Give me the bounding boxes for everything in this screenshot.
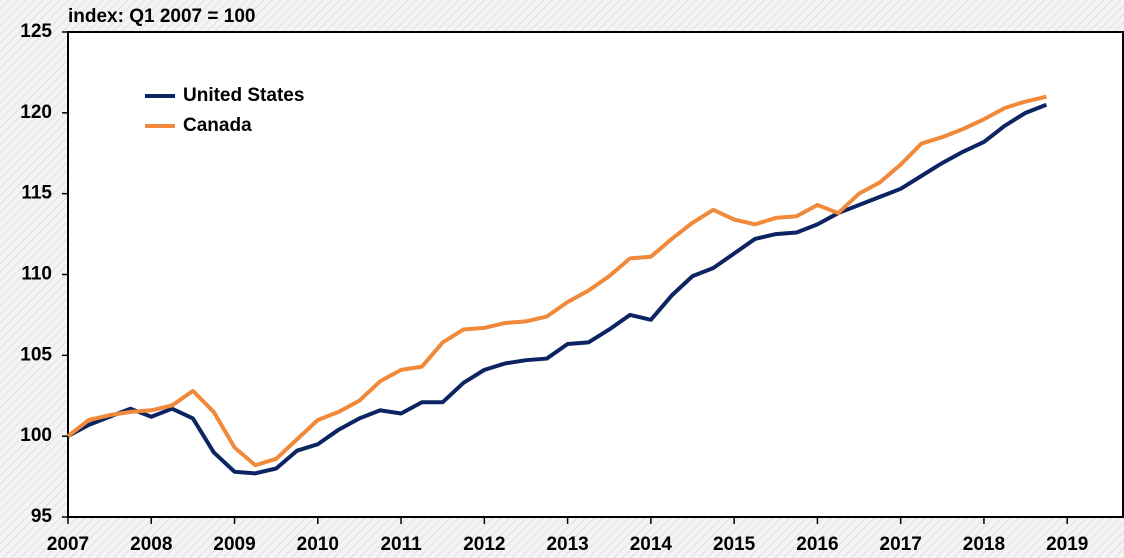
- y-tick-label: 95: [31, 506, 53, 527]
- y-tick-label: 115: [21, 183, 52, 204]
- x-tick-label: 2012: [463, 534, 505, 555]
- y-tick-label: 125: [20, 21, 52, 42]
- line: [66, 94, 1047, 468]
- x-tick-label: 2017: [880, 534, 922, 555]
- y-tick-label: 105: [20, 344, 52, 365]
- legend-label: Canada: [183, 115, 252, 136]
- x-tick-label: 2009: [213, 534, 255, 555]
- x-tick-label: 2014: [630, 534, 673, 555]
- x-tick-label: 2013: [546, 534, 588, 555]
- y-tick-label: 110: [21, 264, 52, 285]
- x-tick-label: 2007: [47, 534, 89, 555]
- x-tick-label: 2010: [297, 534, 339, 555]
- x-tick-label: 2008: [130, 534, 172, 555]
- legend-label: United States: [183, 85, 304, 106]
- line: [67, 102, 1048, 476]
- plot-area: [67, 31, 1124, 518]
- x-tick-label: 2015: [713, 534, 756, 555]
- y-tick-label: 100: [20, 425, 52, 446]
- x-tick-label: 2019: [1046, 534, 1088, 555]
- chart-title: index: Q1 2007 = 100: [68, 6, 255, 27]
- y-tick-label: 120: [20, 102, 52, 123]
- x-tick-label: 2011: [380, 534, 422, 555]
- x-tick-label: 2016: [796, 534, 838, 555]
- x-tick-label: 2018: [963, 534, 1005, 555]
